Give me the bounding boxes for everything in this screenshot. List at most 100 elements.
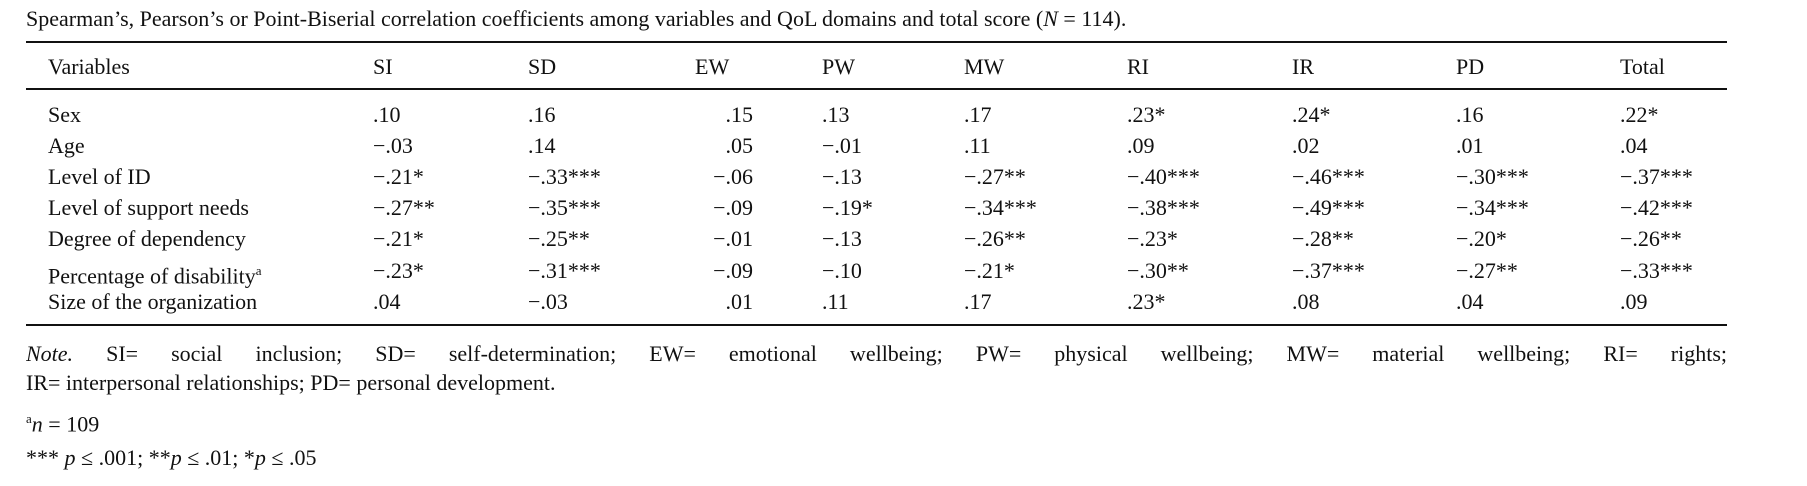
cell-mw: −.21* xyxy=(964,258,1015,283)
row-label: Age xyxy=(48,131,85,161)
column-header-mw: MW xyxy=(964,54,1005,79)
row-label: Percentage of disabilitya xyxy=(48,256,262,291)
cell-total: .09 xyxy=(1620,289,1648,314)
cell-pw: .11 xyxy=(822,289,849,314)
table-row: Age −.03 .14 .05 −.01 .11 .09 .02 .01 .04 xyxy=(0,131,1807,161)
row-label-text: Level of ID xyxy=(48,164,151,189)
caption-text: Spearman’s, Pearson’s or Point-Biserial … xyxy=(26,6,1044,31)
column-header-ew: EW xyxy=(695,54,730,79)
row-label-text: Degree of dependency xyxy=(48,226,246,251)
cell-ri: −.38*** xyxy=(1127,195,1200,220)
cell-total: .22* xyxy=(1620,102,1659,127)
table-top-rule xyxy=(26,41,1727,43)
note-label: Note. xyxy=(26,341,74,366)
column-header-si: SI xyxy=(373,54,393,79)
table-bottom-rule xyxy=(26,324,1727,326)
cell-pw: .13 xyxy=(822,102,850,127)
cell-ir: −.49*** xyxy=(1292,195,1365,220)
row-label: Sex xyxy=(48,100,81,130)
cell-ir: .08 xyxy=(1292,289,1320,314)
footnote-a-marker: a xyxy=(26,411,32,426)
table-note-abbreviations: Note. SI= social inclusion; SD= self-det… xyxy=(26,341,1727,371)
sig-stars-3: *** xyxy=(26,445,59,470)
cell-pd: −.27** xyxy=(1456,258,1518,283)
cell-mw: −.27** xyxy=(964,164,1026,189)
p-symbol: p xyxy=(64,445,76,470)
cell-ri: .09 xyxy=(1127,133,1155,158)
table-header-row: Variables SI SD EW PW MW RI IR PD Total xyxy=(0,52,1807,82)
cell-ri: .23* xyxy=(1127,289,1166,314)
row-label-text: Percentage of disability xyxy=(48,263,256,289)
cell-total: −.33*** xyxy=(1620,258,1693,283)
sig-threshold-05: ≤ .05 xyxy=(265,445,317,470)
table-caption: Spearman’s, Pearson’s or Point-Biserial … xyxy=(26,6,1126,32)
cell-sd: −.33*** xyxy=(528,164,601,189)
cell-ew: −.09 xyxy=(713,258,753,283)
row-label-text: Sex xyxy=(48,102,81,127)
column-header-variables: Variables xyxy=(48,54,130,79)
sig-stars-1: * xyxy=(243,445,255,470)
cell-si: −.03 xyxy=(373,133,413,158)
cell-ew: .05 xyxy=(725,133,754,158)
cell-ri: −.23* xyxy=(1127,226,1178,251)
cell-pw: −.19* xyxy=(822,195,873,220)
column-header-sd: SD xyxy=(528,54,557,79)
cell-total: −.26** xyxy=(1620,226,1682,251)
cell-ir: −.28** xyxy=(1292,226,1354,251)
cell-ri: .23* xyxy=(1127,102,1166,127)
cell-mw: −.34*** xyxy=(964,195,1037,220)
row-label: Level of ID xyxy=(48,162,151,192)
cell-si: .04 xyxy=(373,289,401,314)
note-line-1: SI= social inclusion; SD= self-determina… xyxy=(73,341,1727,366)
cell-ri: −.30** xyxy=(1127,258,1189,283)
significance-note: *** p ≤ .001; **p ≤ .01; *p ≤ .05 xyxy=(26,445,1727,471)
cell-ir: −.46*** xyxy=(1292,164,1365,189)
cell-sd: −.31*** xyxy=(528,258,601,283)
cell-pw: −.13 xyxy=(822,164,862,189)
sig-threshold-01: ≤ .01; xyxy=(181,445,244,470)
cell-pw: −.10 xyxy=(822,258,862,283)
cell-ew: −.09 xyxy=(713,195,753,220)
table-row: Sex .10 .16 .15 .13 .17 .23* .24* .16 .22* xyxy=(0,100,1807,130)
cell-ri: −.40*** xyxy=(1127,164,1200,189)
column-header-ri: RI xyxy=(1127,54,1149,79)
column-header-total: Total xyxy=(1620,54,1665,79)
cell-si: −.27** xyxy=(373,195,435,220)
cell-si: −.23* xyxy=(373,258,424,283)
cell-mw: −.26** xyxy=(964,226,1026,251)
cell-mw: .17 xyxy=(964,289,992,314)
row-label-text: Size of the organization xyxy=(48,289,258,314)
cell-total: −.37*** xyxy=(1620,164,1693,189)
cell-si: −.21* xyxy=(373,164,424,189)
cell-total: −.42*** xyxy=(1620,195,1693,220)
cell-si: .10 xyxy=(373,102,401,127)
footnote-a-var: n xyxy=(31,411,43,437)
row-label-text: Age xyxy=(48,133,85,158)
cell-pd: .01 xyxy=(1456,133,1484,158)
column-header-pd: PD xyxy=(1456,54,1485,79)
cell-ew: −.06 xyxy=(713,164,753,189)
cell-sd: .14 xyxy=(528,133,556,158)
sig-stars-2: ** xyxy=(148,445,171,470)
cell-sd: −.25** xyxy=(528,226,590,251)
column-header-pw: PW xyxy=(822,54,855,79)
cell-ir: .02 xyxy=(1292,133,1320,158)
cell-ew: .15 xyxy=(725,102,754,127)
cell-si: −.21* xyxy=(373,226,424,251)
cell-pd: −.34*** xyxy=(1456,195,1529,220)
cell-pd: −.30*** xyxy=(1456,164,1529,189)
table-header-rule xyxy=(26,88,1727,90)
row-label: Level of support needs xyxy=(48,193,249,223)
cell-pd: .04 xyxy=(1456,289,1484,314)
table-row: Degree of dependency −.21* −.25** −.01 −.13 −… xyxy=(0,224,1807,254)
p-symbol: p xyxy=(170,445,182,470)
row-label: Size of the organization xyxy=(48,287,257,317)
cell-sd: .16 xyxy=(528,102,556,127)
footnote-a: an = 109 xyxy=(26,411,1727,437)
cell-ew: .01 xyxy=(725,289,754,314)
caption-n-value: = 114). xyxy=(1057,6,1127,31)
row-label: Degree of dependency xyxy=(48,224,246,254)
table-row: Percentage of disabilitya −.23* −.31*** −.0… xyxy=(0,256,1807,288)
cell-mw: .11 xyxy=(964,133,991,158)
table-row: Level of support needs −.27** −.35*** −.09 −… xyxy=(0,193,1807,223)
